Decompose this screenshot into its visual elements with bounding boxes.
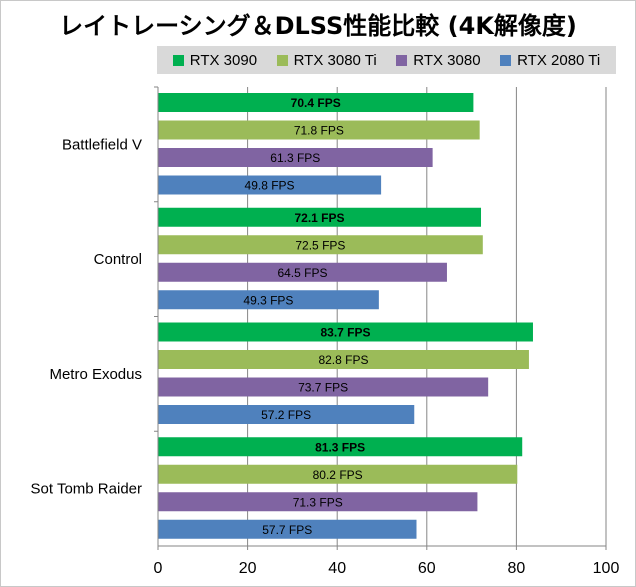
bar [158,492,478,512]
legend-label-rtx-3080-ti: RTX 3080 Ti [293,51,377,69]
data-label: 72.5 FPS [295,238,345,252]
legend-label-rtx-2080-ti: RTX 2080 Ti [517,51,601,69]
data-label: 73.7 FPS [298,381,348,395]
bar [158,235,483,255]
legend-swatch-rtx-3090 [172,54,184,66]
data-label: 72.1 FPS [294,211,344,225]
data-label: 83.7 FPS [320,326,370,340]
x-tick-label: 100 [593,560,620,577]
bar [158,290,379,310]
legend-label-rtx-3090: RTX 3090 [189,51,258,69]
legend-label-rtx-3080: RTX 3080 [413,51,481,69]
bar [158,437,523,457]
x-tick-label: 60 [418,560,436,577]
category-label: Sot Tomb Raider [31,481,142,498]
data-label: 71.8 FPS [294,124,344,138]
legend-swatch-rtx-3080-ti [276,54,288,66]
x-tick-label: 20 [239,560,257,577]
x-tick-label: 0 [154,560,163,577]
legend-item-rtx-3090: RTX 3090 [172,51,258,69]
data-label: 61.3 FPS [270,151,320,165]
category-label: Metro Exodus [49,366,142,383]
data-label: 57.2 FPS [261,408,311,422]
x-tick-label: 80 [508,560,526,577]
chart-title: レイトレーシング＆DLSS性能比較 (4K解像度) [59,12,577,40]
bar [158,207,482,227]
bar [158,175,382,195]
bar [158,322,533,342]
legend-item-rtx-2080-ti: RTX 2080 Ti [500,52,600,69]
data-label: 80.2 FPS [313,468,363,482]
data-label: 71.3 FPS [293,495,343,509]
legend-item-rtx-3080: RTX 3080 [396,51,481,69]
data-label: 49.3 FPS [243,293,293,307]
bar [158,405,415,424]
bar [158,148,433,167]
data-label: 64.5 FPS [277,266,327,280]
data-label: 57.7 FPS [262,523,312,537]
bar [158,464,518,484]
legend: RTX 3090 RTX 3080 Ti RTX 3080 RTX 2080 T… [157,46,616,74]
bar [158,262,447,282]
category-label: Control [94,251,142,268]
bar [158,120,480,140]
bar [158,519,417,539]
x-tick-label: 40 [328,560,346,577]
legend-swatch-rtx-3080 [396,54,408,66]
legend-item-rtx-3080-ti: RTX 3080 Ti [276,51,377,69]
bar [158,377,489,397]
data-label: 81.3 FPS [315,440,365,454]
data-label: 70.4 FPS [291,96,341,110]
bar [158,350,529,369]
legend-swatch-rtx-2080-ti [500,54,512,66]
data-label: 82.8 FPS [318,353,368,367]
data-label: 49.8 FPS [245,179,295,193]
bar [158,93,474,112]
category-label: Battlefield V [62,136,142,153]
